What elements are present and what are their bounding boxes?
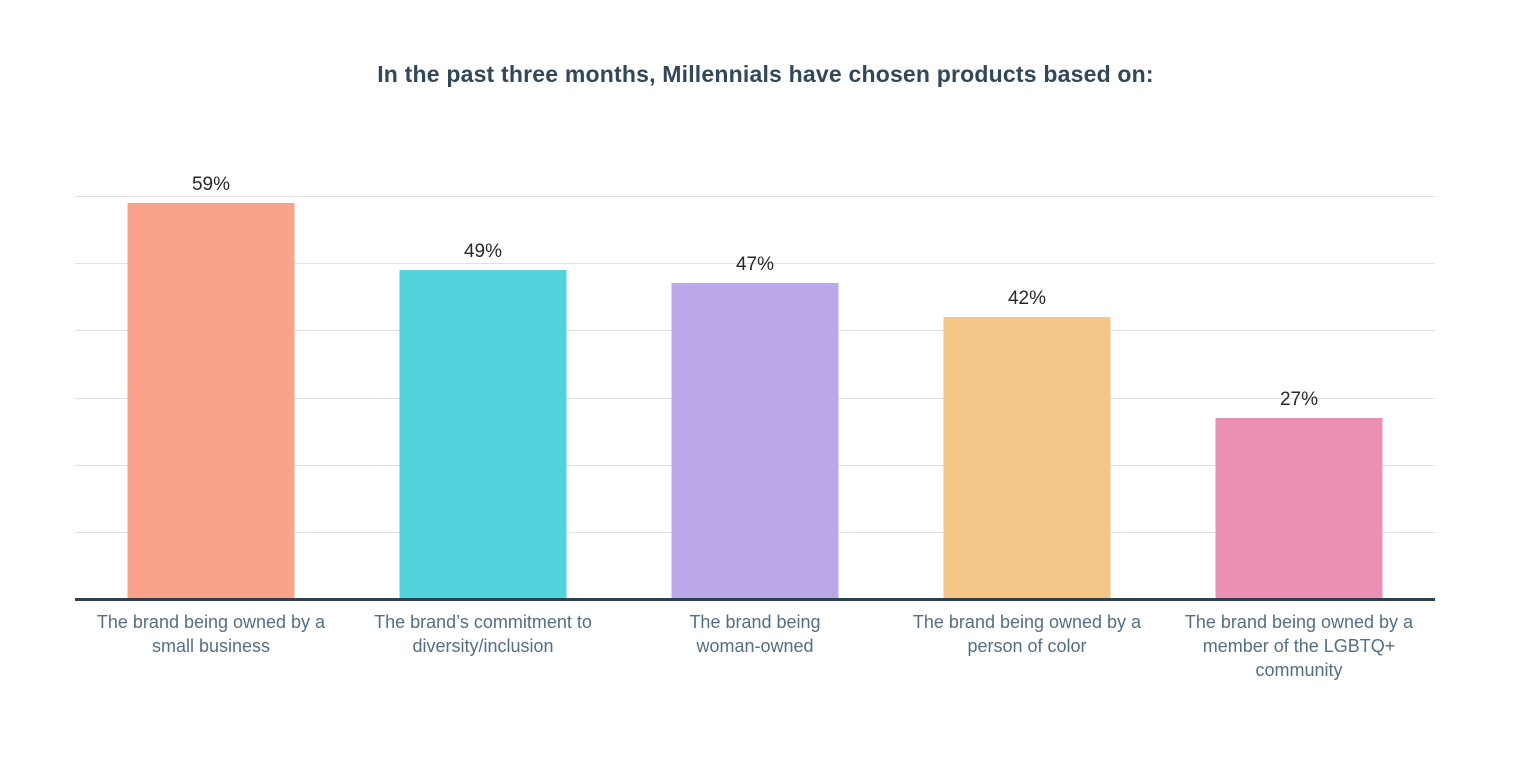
x-axis-label-line: The brand being owned by a [912,612,1142,632]
bar [399,269,567,599]
plot-area: 59% 49% 47% 42% 27% [75,174,1435,599]
bar [1215,417,1383,599]
x-axis-label: The brand being owned by a small business [75,610,347,682]
bar-value-label: 42% [1007,287,1047,309]
x-axis-label: The brand being owned by a member of the … [1163,610,1435,682]
bar [671,283,839,599]
bar-slot: 27% [1163,196,1435,599]
bar [127,202,295,599]
x-axis-label-line: small business [151,636,271,656]
bar-value-label: 59% [191,173,231,195]
gridline-50 [75,263,1435,265]
bar-slot: 49% [347,196,619,599]
bar-slot: 47% [619,196,891,599]
x-axis-line [75,598,1435,601]
x-axis-label-line: The brand being [689,612,821,632]
bar-value-label: 49% [463,240,503,262]
x-axis-label-line: community [1255,660,1343,680]
x-axis-label-line: The brand being owned by a [1184,612,1414,632]
bar [943,316,1111,599]
gridline-60 [75,196,1435,197]
bar-slot: 42% [891,196,1163,599]
x-axis-label: The brand’s commitment to diversity/inclu… [347,610,619,682]
x-axis-label-line: person of color [967,636,1087,656]
x-axis-label: The brand being woman-owned [619,610,891,682]
x-axis-label-line: diversity/inclusion [412,636,554,656]
x-axis-labels: The brand being owned by a small business… [75,610,1435,682]
bar-value-label: 47% [735,254,775,276]
x-axis-label: The brand being owned by a person of colo… [891,610,1163,682]
x-axis-label-line: The brand’s commitment to [374,612,592,632]
x-axis-label-line: woman-owned [696,636,814,656]
bar-slot: 59% [75,174,347,599]
bars-layer: 59% 49% 47% 42% 27% [75,174,1435,599]
x-axis-label-line: The brand being owned by a [96,612,326,632]
x-axis-label-line: member of the LGBTQ+ [1202,636,1396,656]
bar-value-label: 27% [1279,388,1319,410]
chart-title: In the past three months, Millennials ha… [377,61,1154,87]
